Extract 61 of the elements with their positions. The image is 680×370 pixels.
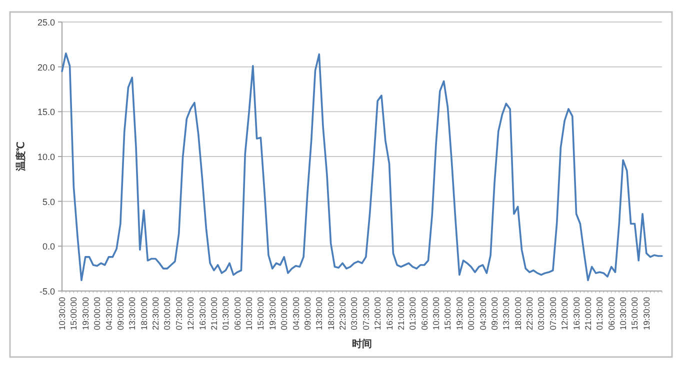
x-tick-label: 13:30:00 <box>127 296 138 330</box>
x-tick-label: 06:00:00 <box>232 296 242 330</box>
y-tick-label: 10.0 <box>37 152 55 162</box>
x-tick-label: 16:30:00 <box>197 296 208 330</box>
x-tick-label: 01:30:00 <box>220 296 231 330</box>
x-tick-label: 21:00:00 <box>208 296 219 330</box>
x-tick-label: 16:30:00 <box>384 296 394 330</box>
y-tick-label: 0.0 <box>42 242 55 252</box>
x-tick-label: 00:00:00 <box>279 296 290 330</box>
x-tick-label: 03:00:00 <box>349 296 360 330</box>
x-tick-label: 00:00:00 <box>466 296 476 330</box>
x-tick-label: 12:00:00 <box>560 296 570 330</box>
x-tick-label: 07:30:00 <box>548 296 558 330</box>
x-tick-label: 10:30:00 <box>431 296 442 330</box>
x-tick-label: 15:00:00 <box>68 296 79 330</box>
x-tick-label: 13:30:00 <box>314 296 324 330</box>
x-tick-label: 12:00:00 <box>372 296 383 330</box>
x-tick-label: 22:30:00 <box>524 296 535 330</box>
x-tick-label: 19:30:00 <box>454 296 464 330</box>
x-tick-label: 09:00:00 <box>489 296 500 330</box>
x-tick-label: 21:00:00 <box>396 296 406 330</box>
x-axis-title: 时间 <box>352 338 372 350</box>
x-tick-label: 06:00:00 <box>419 296 430 330</box>
x-tick-label: 01:30:00 <box>594 296 605 330</box>
x-tick-label: 19:30:00 <box>641 296 652 330</box>
x-tick-label: 10:30:00 <box>57 296 67 330</box>
line-series <box>61 52 663 282</box>
x-tick-label: 06:00:00 <box>606 296 616 330</box>
x-tick-label: 21:00:00 <box>582 296 593 330</box>
x-tick-label: 07:30:00 <box>174 296 184 330</box>
x-tick-label: 01:30:00 <box>408 296 418 330</box>
x-tick-label: 03:00:00 <box>162 296 172 330</box>
x-tick-label: 19:30:00 <box>80 296 90 330</box>
x-tick-label: 22:30:00 <box>150 296 161 330</box>
x-tick-label: 18:00:00 <box>512 296 523 330</box>
x-tick-label: 03:00:00 <box>536 296 546 330</box>
x-tick-label: 10:30:00 <box>244 296 254 330</box>
x-tick-label: 15:00:00 <box>256 296 266 330</box>
x-tick-label: 09:00:00 <box>115 296 126 330</box>
x-tick-label: 22:30:00 <box>338 296 348 330</box>
x-tick-label: 18:00:00 <box>138 296 149 330</box>
x-tick-label: 15:00:00 <box>442 296 453 330</box>
y-tick-label: -5.0 <box>39 286 55 296</box>
x-tick-label: 18:00:00 <box>326 296 336 330</box>
y-axis-title: 温度℃ <box>15 142 27 172</box>
y-tick-label: 20.0 <box>37 62 55 72</box>
y-tick-label: 25.0 <box>37 18 55 28</box>
x-tick-label: 10:30:00 <box>618 296 628 330</box>
x-tick-label: 04:30:00 <box>478 296 488 330</box>
y-tick-label: 15.0 <box>37 107 55 118</box>
x-tick-label: 00:00:00 <box>92 296 102 330</box>
x-tick-label: 04:30:00 <box>104 296 114 330</box>
x-tick-label: 16:30:00 <box>571 296 582 330</box>
x-tick-label: 09:00:00 <box>302 296 312 330</box>
y-tick-label: 5.0 <box>42 196 55 207</box>
x-tick-label: 19:30:00 <box>267 296 278 330</box>
x-tick-label: 04:30:00 <box>290 296 301 330</box>
x-tick-label: 15:00:00 <box>630 296 640 330</box>
x-tick-label: 07:30:00 <box>360 296 371 330</box>
x-tick-label: 12:00:00 <box>186 296 196 330</box>
x-tick-label: 13:30:00 <box>501 296 512 330</box>
